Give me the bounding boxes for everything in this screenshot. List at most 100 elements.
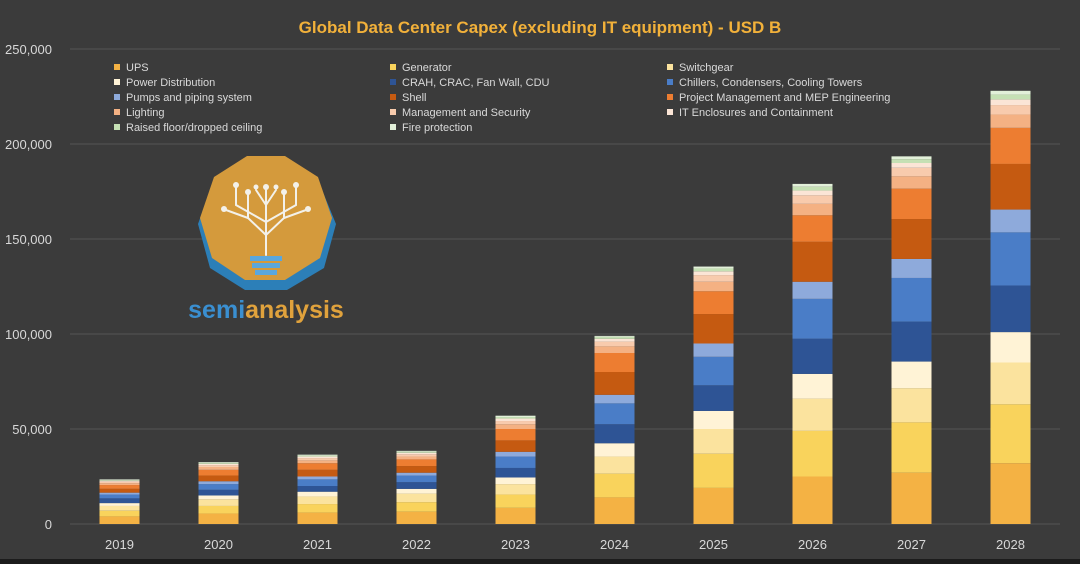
bar-segment <box>396 472 437 476</box>
bar-segment <box>891 156 932 160</box>
bar-segment <box>495 467 536 478</box>
legend-swatch <box>390 109 396 115</box>
legend-swatch <box>667 64 673 70</box>
bar-segment <box>594 353 635 372</box>
bar-segment <box>594 346 635 353</box>
y-tick-label: 50,000 <box>12 422 52 437</box>
bar-segment <box>297 458 338 461</box>
bar-segment <box>990 209 1031 233</box>
legend-label: Chillers, Condensers, Cooling Towers <box>679 77 863 89</box>
bar-segment <box>297 486 338 492</box>
legend-label: Project Management and MEP Engineering <box>679 92 890 104</box>
bar-segment <box>396 493 437 503</box>
bar-segment <box>990 232 1031 286</box>
legend-label: UPS <box>126 62 149 74</box>
y-tick-label: 200,000 <box>5 137 52 152</box>
bar-segment <box>693 281 734 292</box>
bar-segment <box>198 463 239 466</box>
logo-text-semi: semi <box>188 296 245 324</box>
bar-segment <box>198 462 239 463</box>
bar-segment <box>495 415 536 418</box>
bar-segment <box>297 469 338 477</box>
bar-segment <box>990 114 1031 128</box>
legend-swatch <box>114 79 120 85</box>
bar-segment <box>396 466 437 473</box>
bar-segment <box>891 258 932 278</box>
legend-label: IT Enclosures and Containment <box>679 107 833 119</box>
legend-item: Pumps and piping system <box>114 92 252 104</box>
bar-segment <box>891 422 932 473</box>
legend-swatch <box>390 64 396 70</box>
x-tick-label: 2020 <box>204 537 233 552</box>
bar-segment <box>99 481 140 484</box>
bar-segment <box>594 403 635 425</box>
bar-segment <box>99 510 140 517</box>
legend-label: Pumps and piping system <box>126 92 252 104</box>
bar-segment <box>693 271 734 276</box>
bar-segment <box>99 516 140 524</box>
bar-segment <box>198 499 239 506</box>
x-tick-labels: 2019 2020 2021 2022 2023 2024 2025 2026 2027 2028 <box>105 537 1025 552</box>
bar-segment <box>594 341 635 347</box>
bar-segment <box>297 504 338 513</box>
bar-segment <box>891 321 932 362</box>
legend-label: CRAH, CRAC, Fan Wall, CDU <box>402 77 550 89</box>
bar-segment <box>99 494 140 499</box>
bar-segment <box>297 456 338 459</box>
legend-label: Lighting <box>126 107 165 119</box>
bar-segment <box>297 455 338 457</box>
bar-segment <box>594 394 635 404</box>
bar-segment <box>396 456 437 460</box>
bulb-base-icon <box>250 256 282 275</box>
x-tick-label: 2026 <box>798 537 827 552</box>
legend-item: Management and Security <box>390 107 531 119</box>
bar-segment <box>990 404 1031 464</box>
bar-segment <box>693 314 734 344</box>
bar-segment <box>792 195 833 204</box>
bar-segment <box>99 479 140 481</box>
legend-swatch <box>114 124 120 130</box>
circuit-tree-icon <box>225 187 307 256</box>
bar-segment <box>792 476 833 524</box>
bar-segment <box>990 90 1031 95</box>
bar-segment <box>495 494 536 508</box>
legend-label: Raised floor/dropped ceiling <box>126 122 262 134</box>
bar-segment <box>594 336 635 339</box>
bar-segment <box>891 472 932 524</box>
chart-title: Global Data Center Capex (excluding IT e… <box>299 18 782 37</box>
bar-segment <box>990 285 1031 333</box>
bar-segment <box>297 463 338 470</box>
legend: UPS Generator Switchgear Power Distribution… <box>114 62 890 134</box>
bar-segment <box>594 335 635 337</box>
logo-wordmark: semianalysis <box>188 296 344 324</box>
y-tick-label: 250,000 <box>5 42 52 57</box>
bar-segment <box>792 183 833 187</box>
bar-segment <box>198 465 239 467</box>
bar-segment <box>396 454 437 457</box>
bar-segment <box>198 484 239 490</box>
bar-segment <box>396 459 437 467</box>
bar-segment <box>297 496 338 505</box>
bar-segment <box>396 511 437 524</box>
bar-segment <box>99 485 140 489</box>
legend-swatch <box>390 79 396 85</box>
bar-segment <box>99 492 140 495</box>
bar-segment <box>396 452 437 455</box>
bar-segment <box>396 451 437 453</box>
bar-segment <box>495 456 536 468</box>
bar-segment <box>198 495 239 500</box>
bar-segment <box>792 298 833 339</box>
bar-segment <box>990 94 1031 100</box>
bar-segment <box>198 469 239 476</box>
bar-segment <box>693 343 734 357</box>
bar-segment <box>891 159 932 163</box>
bar-segment <box>495 418 536 422</box>
bar-segment <box>99 479 140 480</box>
legend-label: Fire protection <box>402 122 472 134</box>
bar-segment <box>891 361 932 389</box>
bar-segment <box>396 488 437 494</box>
y-tick-label: 0 <box>45 517 52 532</box>
bar-segment <box>891 176 932 189</box>
x-tick-label: 2021 <box>303 537 332 552</box>
bar-segment <box>198 462 239 464</box>
